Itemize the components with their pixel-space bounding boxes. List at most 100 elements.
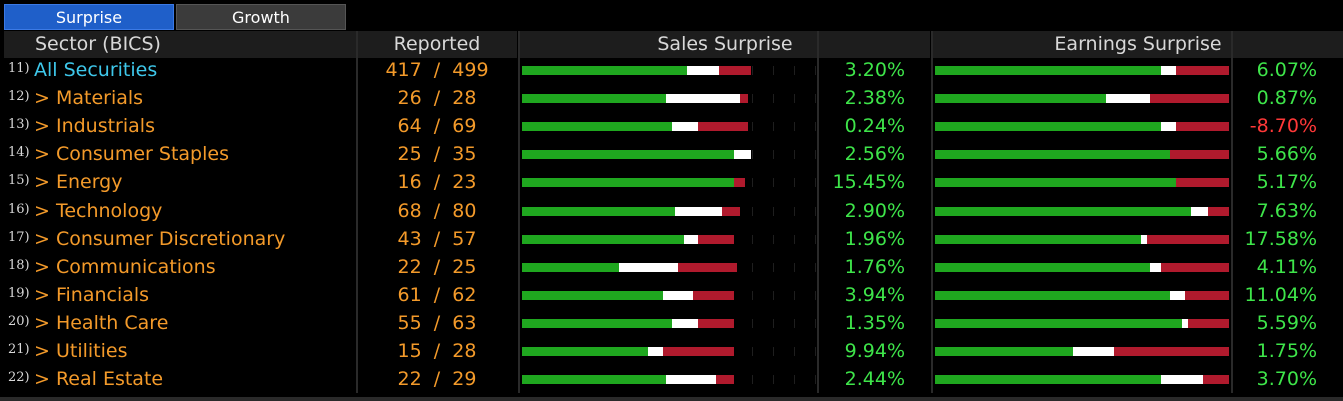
inline-segment — [1181, 318, 1188, 328]
inline-segment — [674, 206, 722, 216]
sales-surprise-bar — [522, 66, 816, 75]
table-row[interactable]: 15) > Energy 16 / 23 15.45% 5.17% — [0, 170, 1343, 198]
row-index[interactable]: 21) — [8, 342, 30, 357]
miss-segment — [1149, 94, 1229, 104]
inline-segment — [663, 290, 693, 300]
row-index[interactable]: 17) — [8, 229, 30, 245]
sales-surprise-value: 2.38% — [844, 87, 905, 110]
earnings-surprise-value: 11.04% — [1244, 283, 1317, 306]
earnings-surprise-value: 17.58% — [1244, 227, 1317, 250]
beat-segment — [522, 375, 667, 385]
table-row[interactable]: 20) > Health Care 55 / 63 1.35% 5.59% — [0, 311, 1343, 339]
footer-bar — [0, 397, 1343, 401]
sector-name[interactable]: > Industrials — [34, 115, 155, 138]
sector-name[interactable]: > Communications — [34, 255, 216, 278]
beat-segment — [522, 122, 672, 132]
table-row[interactable]: 18) > Communications 22 / 25 1.76% 4.11% — [0, 255, 1343, 283]
sector-name[interactable]: All Securities — [34, 59, 158, 81]
inline-segment — [1161, 66, 1177, 75]
row-index[interactable]: 14) — [8, 145, 30, 161]
miss-segment — [692, 290, 734, 300]
beat-segment — [522, 347, 649, 356]
row-index[interactable]: 11) — [8, 61, 30, 76]
sales-surprise-value: 9.94% — [844, 340, 905, 362]
table-row[interactable]: 11) All Securities 417 / 499 3.20% 6.07% — [0, 58, 1343, 86]
row-index[interactable]: 18) — [8, 257, 30, 273]
table-row[interactable]: 16) > Technology 68 / 80 2.90% 7.63% — [0, 199, 1343, 227]
reported-count: 25 / 35 — [397, 143, 477, 166]
row-index[interactable]: 16) — [8, 201, 30, 217]
table-row[interactable]: 17) > Consumer Discretionary 43 / 57 1.96% 1… — [0, 227, 1343, 255]
table-row[interactable]: 21) > Utilities 15 / 28 9.94% 1.75% — [0, 339, 1343, 367]
miss-segment — [1176, 66, 1229, 75]
sector-name[interactable]: > Materials — [34, 87, 144, 110]
sales-surprise-bar — [522, 94, 816, 104]
earnings-surprise-value: 6.07% — [1256, 59, 1317, 81]
reported-count: 22 / 25 — [397, 255, 477, 278]
table-row[interactable]: 12) > Materials 26 / 28 2.38% 0.87% — [0, 86, 1343, 114]
row-index[interactable]: 15) — [8, 173, 30, 189]
sales-surprise-value: 3.94% — [844, 283, 905, 306]
column-header-earnings-surprise[interactable]: Earnings Surprise — [933, 31, 1343, 58]
inline-segment — [1161, 122, 1177, 132]
row-index[interactable]: 19) — [8, 285, 30, 301]
sector-name[interactable]: > Consumer Discretionary — [34, 227, 286, 250]
inline-segment — [1170, 290, 1185, 300]
beat-segment — [935, 375, 1162, 385]
earnings-surprise-value: 3.70% — [1256, 368, 1317, 391]
earnings-surprise-bar — [935, 150, 1229, 160]
sector-name[interactable]: > Utilities — [34, 340, 128, 362]
reported-count: 417 / 499 — [385, 59, 489, 81]
column-divider — [817, 31, 819, 393]
reported-count: 22 / 29 — [397, 368, 477, 391]
row-index[interactable]: 22) — [8, 370, 30, 386]
earnings-surprise-bar — [935, 66, 1229, 75]
miss-segment — [739, 94, 749, 104]
earnings-surprise-value: 4.11% — [1256, 255, 1317, 278]
beat-segment — [522, 290, 664, 300]
table-row[interactable]: 13) > Industrials 64 / 69 0.24% -8.70% — [0, 114, 1343, 142]
earnings-surprise-bar — [935, 262, 1229, 272]
sector-name[interactable]: > Financials — [34, 283, 150, 306]
reported-count: 15 / 28 — [397, 340, 477, 362]
miss-segment — [663, 347, 734, 356]
row-index[interactable]: 13) — [8, 117, 30, 133]
sales-surprise-bar — [522, 234, 816, 244]
sector-name[interactable]: > Technology — [34, 199, 163, 222]
inline-segment — [1161, 375, 1203, 385]
sector-name[interactable]: > Energy — [34, 171, 123, 194]
beat-segment — [935, 318, 1182, 328]
sector-name[interactable]: > Real Estate — [34, 368, 164, 391]
earnings-surprise-bar — [935, 290, 1229, 300]
miss-segment — [716, 375, 734, 385]
miss-segment — [698, 318, 734, 328]
sales-surprise-value: 15.45% — [832, 171, 905, 194]
inline-segment — [671, 122, 699, 132]
sector-name[interactable]: > Health Care — [34, 311, 169, 334]
sales-surprise-bar — [522, 318, 816, 328]
tab-growth[interactable]: Growth — [176, 4, 346, 30]
miss-segment — [1176, 178, 1229, 188]
column-header-reported[interactable]: Reported — [357, 31, 517, 58]
tab-surprise[interactable]: Surprise — [4, 4, 174, 30]
table-row[interactable]: 22) > Real Estate 22 / 29 2.44% 3.70% — [0, 367, 1343, 395]
inline-segment — [619, 262, 678, 272]
table-row[interactable]: 14) > Consumer Staples 25 / 35 2.56% 5.66% — [0, 142, 1343, 170]
earnings-surprise-value: 7.63% — [1256, 199, 1317, 222]
reported-count: 68 / 80 — [397, 199, 477, 222]
table-row[interactable]: 19) > Financials 61 / 62 3.94% 11.04% — [0, 283, 1343, 311]
beat-segment — [522, 94, 667, 104]
earnings-surprise-bar — [935, 318, 1229, 328]
sales-surprise-value: 2.56% — [844, 143, 905, 166]
row-index[interactable]: 20) — [8, 313, 30, 329]
column-header-sector[interactable]: Sector (BICS) — [4, 31, 356, 58]
miss-segment — [1170, 150, 1229, 160]
earnings-surprise-value: -8.70% — [1249, 115, 1317, 138]
sector-name[interactable]: > Consumer Staples — [34, 143, 229, 166]
beat-segment — [522, 318, 672, 328]
earnings-surprise-bar — [935, 206, 1229, 216]
row-index[interactable]: 12) — [8, 89, 30, 105]
inline-segment — [671, 318, 699, 328]
column-header-sales-surprise[interactable]: Sales Surprise — [520, 31, 930, 58]
sales-surprise-value: 3.20% — [844, 59, 905, 81]
